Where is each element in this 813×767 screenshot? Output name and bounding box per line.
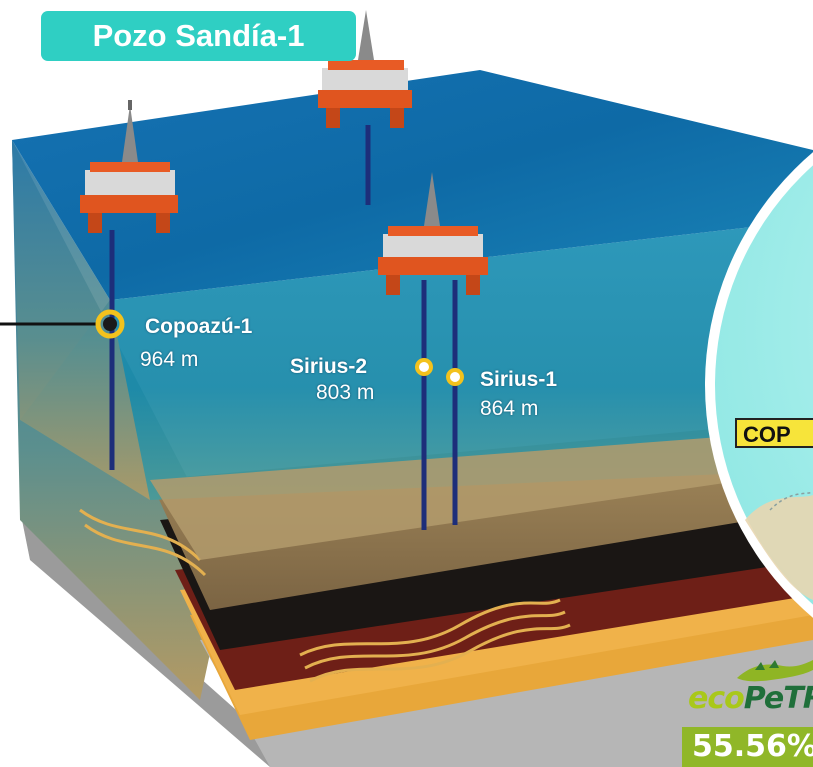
map-inset [705, 152, 813, 618]
marker-copoazu [95, 309, 125, 339]
well-depth-sirius-1: 864 m [480, 397, 539, 420]
well-label-sirius-1: Sirius-1 [480, 368, 557, 392]
well-depth-copoazu: 964 m [140, 348, 199, 371]
water-surface [12, 70, 813, 300]
iguana-icon [737, 660, 813, 682]
marker-copoazu-core [103, 317, 117, 331]
seabed-sand [150, 430, 813, 560]
partner-share-badge: 55.56% [682, 727, 813, 767]
ecopetrol-logo: ecoPeTR [688, 681, 813, 716]
well-name: Copoazú-1 [145, 315, 253, 338]
rig-sirius [378, 172, 488, 295]
well-name: Sirius-2 [290, 355, 368, 378]
logo-part-2: PeTR [743, 681, 813, 716]
marker-sirius-1 [446, 368, 464, 386]
rig-sandia [318, 10, 412, 128]
logo-part-1: eco [688, 681, 745, 716]
map-block-code: COP [735, 418, 813, 448]
water-left-face [12, 140, 150, 500]
well-depth-sirius-2: 803 m [316, 381, 375, 404]
water-front-face [20, 220, 813, 500]
well-name: Sirius-1 [480, 368, 558, 391]
well-label-copoazu: Copoazú-1 [145, 315, 252, 339]
well-label-sirius-2: Sirius-2 [290, 355, 367, 379]
well-pipes [109, 125, 458, 530]
title-badge: Pozo Sandía-1 [41, 11, 356, 61]
rig-copoazu [80, 100, 178, 233]
marker-sirius-2 [415, 358, 433, 376]
